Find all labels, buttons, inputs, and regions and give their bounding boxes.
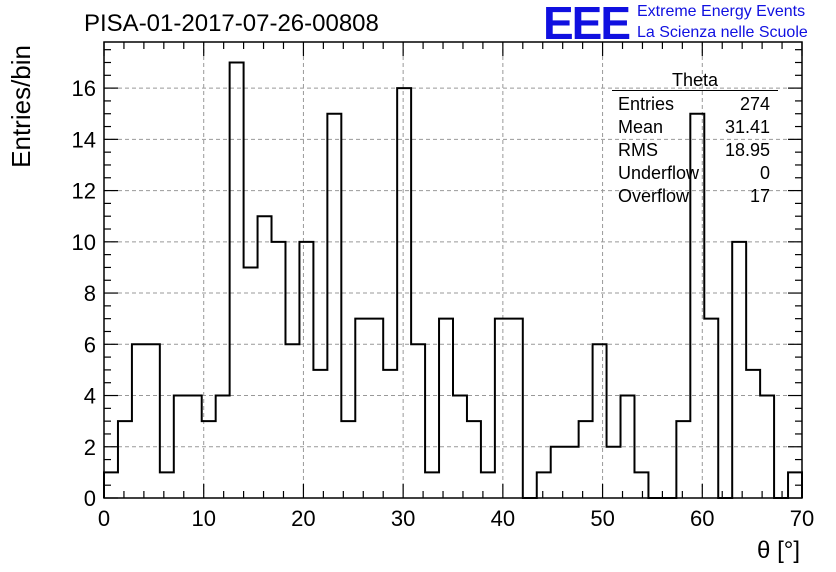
stats-label: Underflow [618, 163, 700, 183]
stats-value: 274 [739, 94, 770, 114]
stats-label: Mean [618, 117, 664, 137]
stats-value: 0 [759, 163, 770, 183]
x-tick-label: 60 [690, 506, 714, 531]
axis-ticks [103, 42, 803, 499]
x-tick-label: 10 [191, 506, 215, 531]
y-tick-label: 2 [84, 435, 96, 460]
stats-label: RMS [618, 140, 658, 160]
y-axis-label: Entries/bin [6, 45, 36, 168]
logo-caption-line1: Extreme Energy Events [637, 3, 806, 20]
y-tick-label: 14 [72, 127, 96, 152]
y-tick-label: 6 [84, 332, 96, 357]
tick-labels: 0 10 20 30 40 50 60 70 0 2 4 6 8 10 12 14 16 [72, 76, 815, 531]
y-tick-label: 8 [84, 281, 96, 306]
x-axis-label: θ [°] [757, 537, 800, 564]
stats-label: Entries [618, 94, 675, 114]
run-title: PISA-01-2017-07-26-00808 [84, 10, 379, 37]
x-tick-label: 0 [98, 506, 110, 531]
stats-row-rms: RMS 18.95 [612, 139, 778, 162]
logo-caption-line2: La Scienza nelle Scuole [637, 24, 808, 41]
eee-logo: EEE [543, 0, 631, 49]
stats-value: 31.41 [724, 117, 770, 137]
stats-title: Theta [612, 70, 778, 91]
y-tick-label: 0 [84, 486, 96, 511]
grid-lines [104, 42, 802, 498]
y-tick-label: 4 [84, 384, 96, 409]
stats-value: 17 [749, 186, 770, 206]
stats-row-overflow: Overflow 17 [612, 185, 778, 208]
stats-label: Overflow [618, 186, 690, 206]
x-tick-label: 30 [391, 506, 415, 531]
histogram-series [103, 61, 803, 499]
x-tick-label: 50 [590, 506, 614, 531]
stats-row-entries: Entries 274 [612, 93, 778, 116]
stats-row-underflow: Underflow 0 [612, 162, 778, 185]
stats-box: Theta Entries 274 Mean 31.41 RMS 18.95 U… [612, 70, 778, 208]
y-tick-label: 12 [72, 179, 96, 204]
y-tick-label: 10 [72, 230, 96, 255]
x-tick-label: 40 [491, 506, 515, 531]
x-tick-label: 70 [790, 506, 814, 531]
x-tick-label: 20 [291, 506, 315, 531]
plot-frame [103, 41, 803, 499]
stats-row-mean: Mean 31.41 [612, 116, 778, 139]
stats-value: 18.95 [724, 140, 770, 160]
y-tick-label: 16 [72, 76, 96, 101]
